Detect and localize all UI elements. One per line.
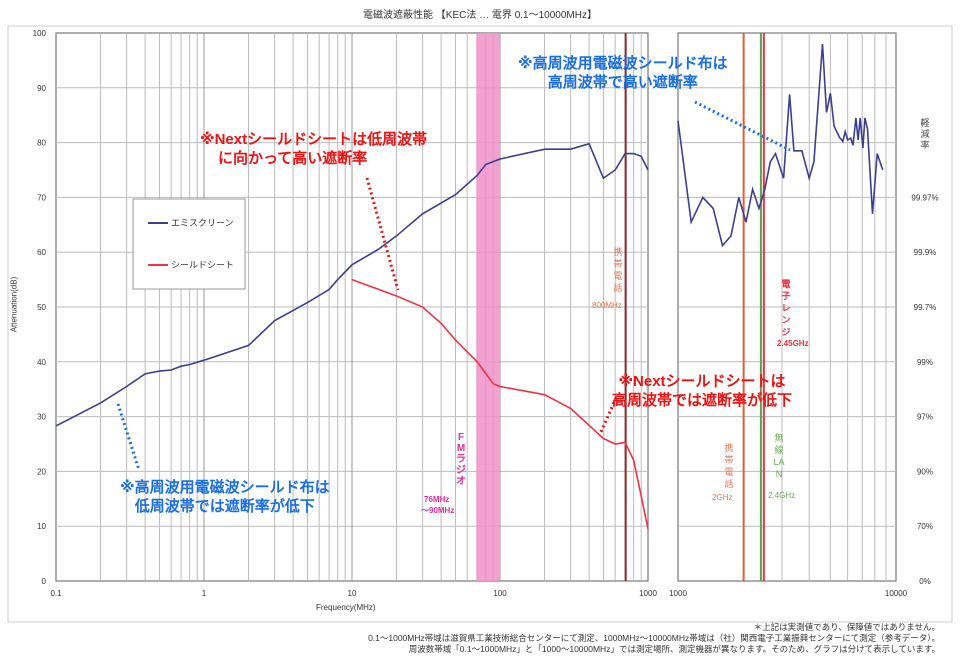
legend <box>132 198 246 290</box>
fm-band-label: FMラジオ <box>456 432 466 487</box>
svg-text:40: 40 <box>37 358 46 367</box>
svg-text:20: 20 <box>37 467 46 476</box>
annotation-next-highfreq-line1: ※Nextシールドシートは <box>618 373 786 390</box>
svg-text:1000: 1000 <box>669 589 687 598</box>
axis-ticks: 0 10 20 30 40 50 60 70 80 90 100 0.1 1 10 100 1000 1000 1… <box>33 29 939 598</box>
svg-text:100: 100 <box>493 589 507 598</box>
y-axis-label: Attenuation(dB) <box>9 276 19 333</box>
svg-text:90: 90 <box>37 84 46 93</box>
svg-text:1000: 1000 <box>639 589 657 598</box>
svg-text:60: 60 <box>37 248 46 257</box>
annotation-cloth-highfreq-line2: 高周波帯で高い遮断率 <box>547 74 698 91</box>
svg-text:0.1: 0.1 <box>50 589 62 598</box>
svg-text:99.9%: 99.9% <box>914 248 937 257</box>
svg-text:1: 1 <box>202 589 207 598</box>
annotation-next-lowfreq-line2: に向かって高い遮断率 <box>218 150 368 167</box>
wlan-label: 無線LAN <box>773 433 785 479</box>
svg-text:97%: 97% <box>917 413 933 422</box>
svg-text:70%: 70% <box>917 522 933 531</box>
mobile-2g-freq: 2GHz <box>712 493 733 502</box>
outer-frame <box>7 25 953 623</box>
svg-text:10: 10 <box>348 589 357 598</box>
mobile-2g-label: 携帯電話 <box>724 443 734 489</box>
svg-text:30: 30 <box>37 413 46 422</box>
svg-text:80: 80 <box>37 139 46 148</box>
annotation-next-lowfreq-line1: ※Nextシールドシートは低周波帯 <box>200 131 428 148</box>
fm-range-label-1: 76MHz <box>424 495 450 504</box>
mobile-800-freq: 800MHz <box>592 301 622 310</box>
legend-label-shieldsheet: シールドシート <box>171 260 235 270</box>
svg-text:99.97%: 99.97% <box>911 193 938 202</box>
svg-text:10: 10 <box>37 522 46 531</box>
annotation-cloth-highfreq-line1: ※高周波用電磁波シールド布は <box>518 55 728 72</box>
left-plot-grid <box>55 32 649 582</box>
annotation-pointers <box>116 100 791 471</box>
annotation-next-lowfreq: ※Nextシールドシートは低周波帯 に向かって高い遮断率 <box>200 130 427 168</box>
annotation-next-highfreq: ※Nextシールドシートは 高周波帯では遮断率が低下 <box>612 372 792 410</box>
annotation-next-highfreq-line2: 高周波帯では遮断率が低下 <box>612 392 793 409</box>
footnote-1: ＊上記は実測値であり、保障値ではありません。 <box>753 622 940 632</box>
annotation-cloth-highfreq: ※高周波用電磁波シールド布は 高周波帯で高い遮断率 <box>518 54 728 92</box>
annotation-cloth-lowfreq-line1: ※高周波用電磁波シールド布は <box>120 479 330 496</box>
annotation-cloth-lowfreq: ※高周波用電磁波シールド布は 低周波帯では遮断率が低下 <box>120 478 330 516</box>
annotation-cloth-lowfreq-line2: 低周波帯では遮断率が低下 <box>134 498 315 515</box>
svg-text:99%: 99% <box>917 358 933 367</box>
svg-text:99.7%: 99.7% <box>914 303 937 312</box>
microwave-label: 電子レンジ <box>781 279 791 337</box>
legend-label-emiscreen: エミスクリーン <box>171 218 234 228</box>
data-series <box>55 43 884 530</box>
fm-range-label-2: 〜90MHz <box>421 506 455 515</box>
microwave-freq: 2.45GHz <box>777 339 809 348</box>
chart-title: 電磁波遮蔽性能 【KEC法 … 電界 0.1〜10000MHz】 <box>363 10 597 21</box>
svg-text:50: 50 <box>37 303 46 312</box>
footnote-2: 0.1〜1000MHz帯域は滋賀県工業技術総合センターにて測定、1000MHz〜… <box>368 633 940 643</box>
svg-text:90%: 90% <box>917 467 933 476</box>
x-axis-label: Frequency(MHz) <box>316 603 376 612</box>
svg-text:10000: 10000 <box>885 589 908 598</box>
footnote-3: 周波数帯域「0.1〜1000MHz」と「1000〜10000MHz」では測定場所… <box>408 644 940 654</box>
right-axis-title: 軽減率 <box>920 118 930 150</box>
svg-text:70: 70 <box>37 193 46 202</box>
svg-text:0: 0 <box>42 577 47 586</box>
wlan-freq: 2.4GHz <box>768 491 796 500</box>
svg-text:0%: 0% <box>919 577 931 586</box>
mobile-800-label: 携帯電話 <box>613 247 623 293</box>
svg-text:100: 100 <box>33 29 47 38</box>
